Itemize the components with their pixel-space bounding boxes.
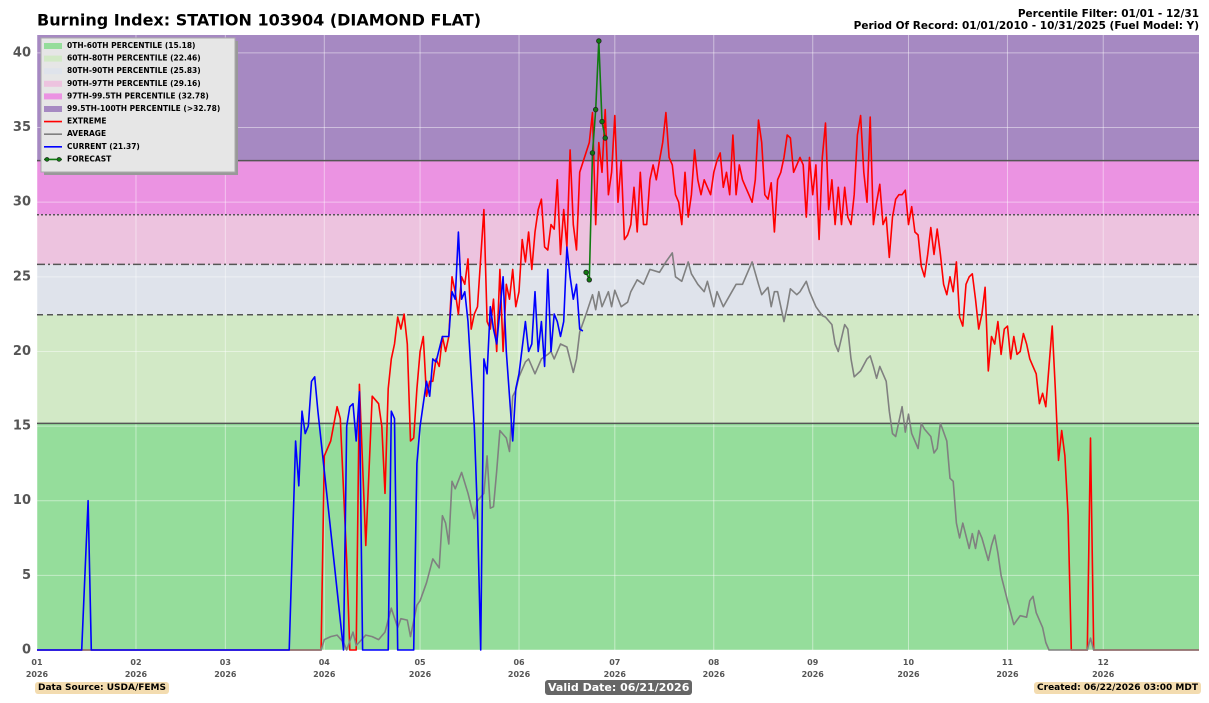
chart-title: Burning Index: STATION 103904 (DIAMOND F… bbox=[37, 11, 481, 30]
legend-label: AVERAGE bbox=[67, 129, 106, 138]
series-line bbox=[37, 231, 584, 651]
legend-swatch bbox=[44, 43, 62, 49]
x-tick-label: 08 2026 bbox=[702, 658, 725, 679]
y-tick-label: 10 bbox=[13, 493, 31, 508]
valid-date: Valid Date: 06/21/2026 bbox=[545, 680, 693, 695]
legend-label: 97TH-99.5TH PERCENTILE (32.78) bbox=[67, 91, 209, 100]
x-tick-label: 12 2026 bbox=[1092, 658, 1115, 679]
period-of-record: Period Of Record: 01/01/2010 - 10/31/202… bbox=[854, 20, 1199, 32]
legend-label: 80TH-90TH PERCENTILE (25.83) bbox=[67, 66, 201, 75]
y-tick-label: 5 bbox=[22, 568, 31, 583]
legend-label: EXTREME bbox=[67, 117, 107, 126]
legend-label: 99.5TH-100TH PERCENTILE (>32.78) bbox=[67, 104, 220, 113]
x-tick-label: 04 2026 bbox=[313, 658, 336, 679]
legend-swatch bbox=[44, 68, 62, 75]
y-tick-label: 25 bbox=[13, 269, 31, 284]
legend-marker bbox=[44, 157, 50, 162]
x-tick-label: 03 2026 bbox=[214, 658, 237, 679]
legend-label: 60TH-80TH PERCENTILE (22.46) bbox=[67, 54, 201, 63]
y-tick-label: 35 bbox=[13, 120, 31, 135]
legend-label: CURRENT (21.37) bbox=[67, 142, 140, 151]
forecast-point bbox=[602, 135, 608, 141]
x-tick-label: 06 2026 bbox=[507, 658, 531, 679]
created: Created: 06/22/2026 03:00 MDT bbox=[1034, 682, 1201, 694]
legend-label: FORECAST bbox=[67, 154, 112, 163]
y-tick-label: 15 bbox=[13, 419, 31, 434]
legend-label: 90TH-97TH PERCENTILE (29.16) bbox=[67, 79, 201, 88]
y-tick-label: 40 bbox=[13, 45, 31, 60]
percentile-band bbox=[37, 264, 1199, 315]
x-tick-label: 11 2026 bbox=[996, 658, 1019, 679]
legend-marker bbox=[56, 157, 62, 162]
percentile-band bbox=[37, 423, 1199, 650]
series-line bbox=[37, 252, 1199, 651]
percentile-filter: Percentile Filter: 01/01 - 12/31 bbox=[1018, 8, 1199, 20]
forecast-point bbox=[589, 150, 596, 156]
forecast-point bbox=[583, 269, 589, 276]
x-tick-label: 09 2026 bbox=[801, 658, 824, 679]
legend-swatch bbox=[44, 55, 62, 62]
y-tick-label: 20 bbox=[13, 344, 31, 359]
y-tick-label: 0 bbox=[22, 643, 31, 658]
x-tick-label: 02 2026 bbox=[124, 658, 148, 679]
x-tick-label: 01 2026 bbox=[25, 658, 49, 679]
x-tick-label: 10 2026 bbox=[897, 658, 920, 679]
forecast-point bbox=[586, 277, 592, 283]
forecast-point bbox=[599, 118, 605, 125]
legend-label: 0TH-60TH PERCENTILE (15.18) bbox=[67, 41, 195, 50]
data-source: Data Source: USDA/FEMS bbox=[35, 682, 169, 694]
legend-swatch bbox=[44, 93, 62, 100]
y-tick-label: 30 bbox=[13, 195, 31, 210]
legend-box bbox=[40, 37, 236, 173]
forecast-point bbox=[596, 38, 602, 44]
legend-swatch bbox=[44, 80, 62, 87]
percentile-band bbox=[37, 314, 1199, 424]
series-line bbox=[37, 108, 1199, 651]
percentile-band bbox=[37, 214, 1199, 265]
x-tick-label: 05 2026 bbox=[408, 658, 432, 679]
x-tick-label: 07 2026 bbox=[603, 658, 626, 679]
forecast-point bbox=[592, 106, 599, 113]
legend-swatch bbox=[44, 106, 62, 112]
